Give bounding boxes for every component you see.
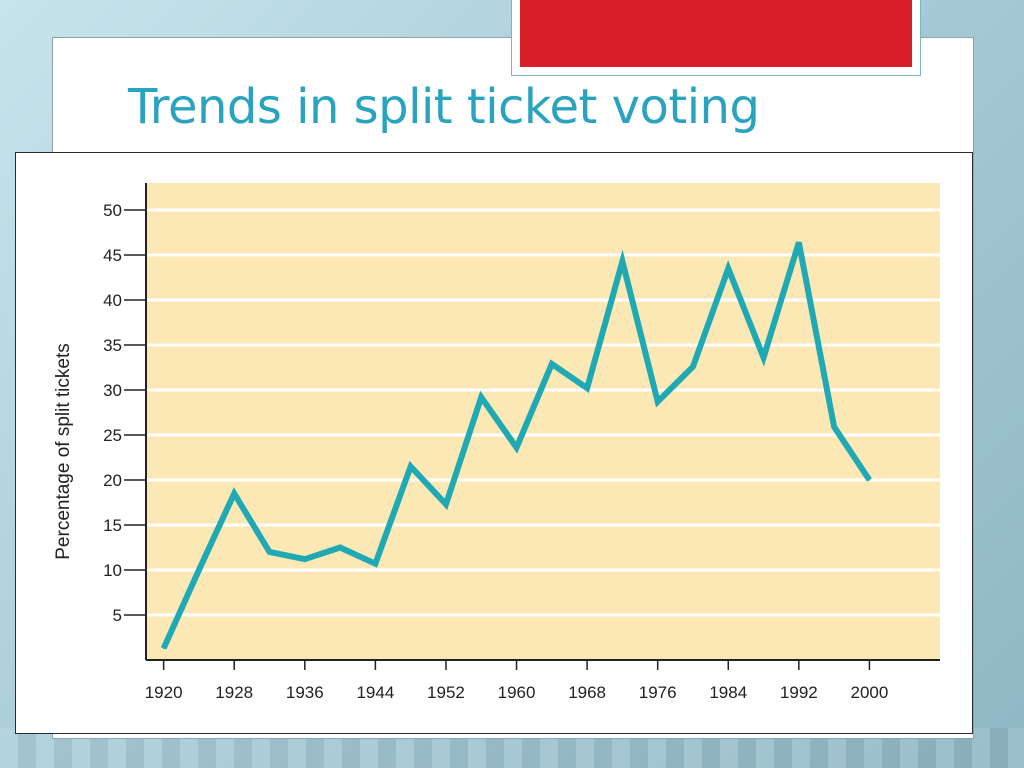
data-point [409,465,412,468]
x-tick-label: 1952 [427,683,465,702]
x-tick-label: 1992 [780,683,818,702]
data-point [233,492,236,495]
x-tick-label: 1976 [639,683,677,702]
data-point [304,558,306,560]
x-tick-label: 2000 [851,683,889,702]
x-tick-label: 1920 [145,683,183,702]
y-axis-label: Percentage of split tickets [53,343,74,560]
x-tick-label: 1928 [215,683,253,702]
x-tick-label: 1984 [709,683,747,702]
y-tick-label: 40 [103,291,122,310]
data-point [692,365,694,368]
data-point [339,546,341,549]
y-tick-label: 45 [103,246,122,265]
accent-frame [511,0,921,76]
y-tick-label: 35 [103,336,122,355]
y-tick-label: 25 [103,426,122,445]
y-tick-label: 15 [103,516,122,535]
data-point [374,562,377,565]
y-tick-label: 20 [103,471,122,490]
data-point [268,551,271,553]
chart-svg: 5 10 15 20 25 30 35 40 45 50 1920 1928 1936 1944 1952 1… [53,183,940,702]
y-tick-label: 5 [113,606,122,625]
data-point [762,356,765,359]
x-tick-label: 1960 [498,683,536,702]
y-tick-label: 10 [103,561,122,580]
data-point [833,426,835,428]
data-point [162,647,165,650]
slide-title: Trends in split ticket voting [128,79,760,135]
x-tick-label: 1944 [356,683,394,702]
plot-background [146,183,940,660]
data-point [868,479,871,481]
data-point [798,241,800,244]
data-point [515,446,518,449]
chart: 5 10 15 20 25 30 35 40 45 50 1920 1928 1936 1944 1952 1… [15,152,973,734]
data-point [480,396,483,398]
data-point [445,503,447,506]
x-tick-label: 1968 [568,683,606,702]
y-tick-label: 30 [103,381,122,400]
x-tick-label: 1936 [286,683,324,702]
data-point [198,569,200,571]
data-point [621,260,624,263]
y-tick-label: 50 [103,201,122,220]
data-point [551,363,553,365]
data-point [586,387,588,389]
data-point [656,400,659,403]
data-point [727,267,730,270]
accent-bar [520,0,912,67]
